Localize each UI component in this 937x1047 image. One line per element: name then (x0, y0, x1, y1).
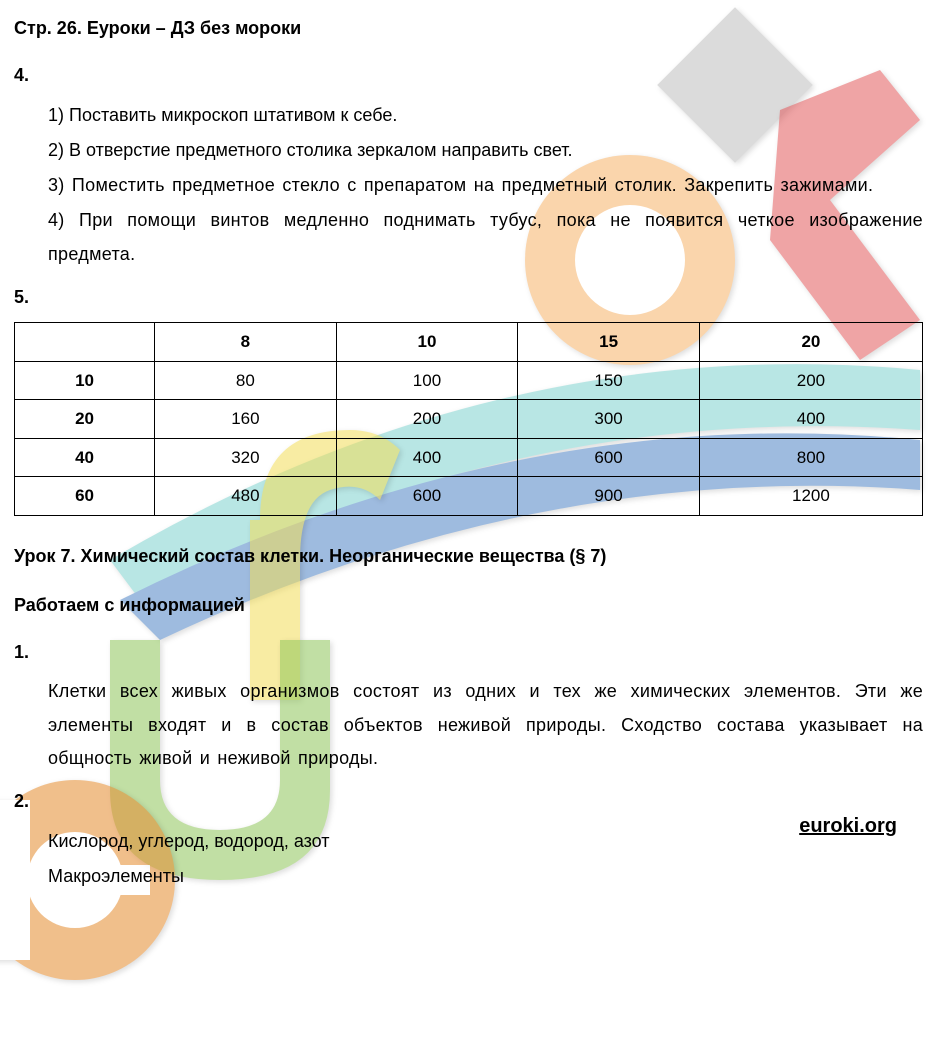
col-header: 8 (155, 323, 337, 361)
question-5-number: 5. (14, 281, 923, 314)
site-link[interactable]: euroki.org (799, 808, 897, 845)
q1-text: Клетки всех живых организмов состоят из … (48, 675, 923, 775)
table-cell: 150 (518, 361, 700, 399)
multiplication-table: 8 10 15 20 10 80 100 150 200 20 160 200 … (14, 322, 923, 515)
table-cell: 200 (336, 400, 518, 438)
table-cell: 400 (336, 438, 518, 476)
table-cell: 300 (518, 400, 700, 438)
page-title: Стр. 26. Еуроки – ДЗ без мороки (14, 12, 923, 45)
lesson-title: Урок 7. Химический состав клетки. Неорга… (14, 540, 923, 573)
table-cell: 100 (336, 361, 518, 399)
table-header-row: 8 10 15 20 (15, 323, 923, 361)
table-cell: 80 (155, 361, 337, 399)
table-cell: 480 (155, 477, 337, 515)
col-header: 20 (699, 323, 922, 361)
table-cell: 800 (699, 438, 922, 476)
row-header: 20 (15, 400, 155, 438)
question-2-number: 2. (14, 785, 923, 818)
row-header: 60 (15, 477, 155, 515)
document-body: Стр. 26. Еуроки – ДЗ без мороки 4. 1) По… (14, 12, 923, 893)
row-header: 40 (15, 438, 155, 476)
table-cell: 600 (336, 477, 518, 515)
table-row: 10 80 100 150 200 (15, 361, 923, 399)
table-cell: 1200 (699, 477, 922, 515)
q2-line-1: Кислород, углерод, водород, азот (48, 825, 923, 858)
q4-item-2: 2) В отверстие предметного столика зерка… (48, 134, 923, 167)
table-cell: 160 (155, 400, 337, 438)
table-cell: 320 (155, 438, 337, 476)
q4-item-4: 4) При помощи винтов медленно поднимать … (48, 204, 923, 271)
table-row: 40 320 400 600 800 (15, 438, 923, 476)
question-2-body: Кислород, углерод, водород, азот Макроэл… (14, 825, 923, 894)
table-cell: 900 (518, 477, 700, 515)
table-row: 60 480 600 900 1200 (15, 477, 923, 515)
col-header: 10 (336, 323, 518, 361)
question-4-body: 1) Поставить микроскоп штативом к себе. … (14, 99, 923, 271)
section-subtitle: Работаем с информацией (14, 589, 923, 622)
table-corner-cell (15, 323, 155, 361)
table-cell: 600 (518, 438, 700, 476)
question-1-body: Клетки всех живых организмов состоят из … (14, 675, 923, 775)
table-cell: 200 (699, 361, 922, 399)
col-header: 15 (518, 323, 700, 361)
q4-item-3: 3) Поместить предметное стекло с препара… (48, 169, 923, 202)
question-1-number: 1. (14, 636, 923, 669)
question-4-number: 4. (14, 59, 923, 92)
table-row: 20 160 200 300 400 (15, 400, 923, 438)
q2-line-2: Макроэлементы (48, 860, 923, 893)
q4-item-1: 1) Поставить микроскоп штативом к себе. (48, 99, 923, 132)
table-cell: 400 (699, 400, 922, 438)
row-header: 10 (15, 361, 155, 399)
